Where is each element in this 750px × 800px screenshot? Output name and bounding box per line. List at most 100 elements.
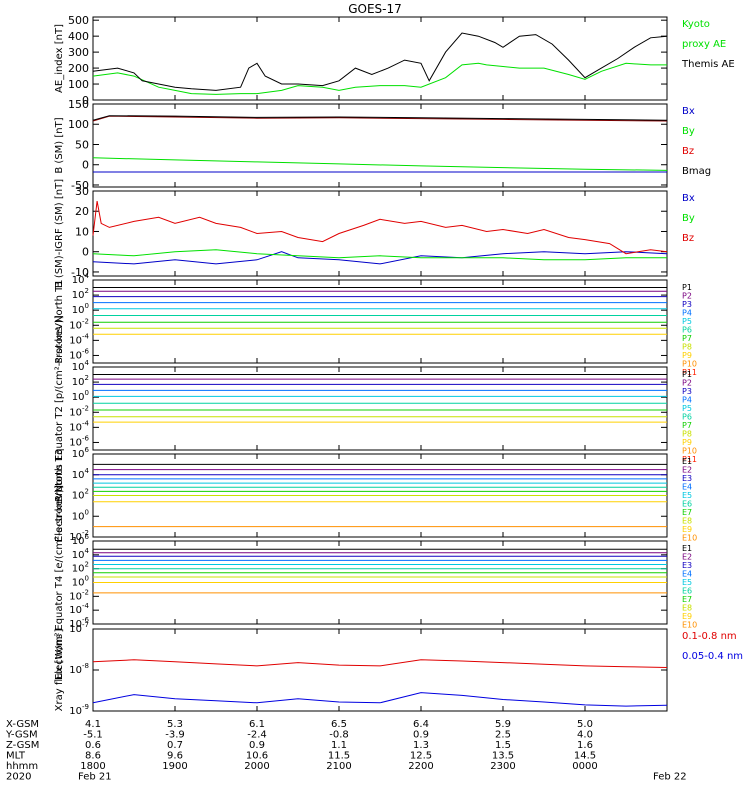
y-tick-label: 100 [72,575,89,589]
legend-item: E1 [682,457,692,466]
x-axis-value: 9.6 [167,751,183,762]
year-label: 2020 [6,772,31,783]
y-tick-label: 400 [68,30,89,43]
legend-item: P7 [682,334,692,343]
y-tick-label: 100 [72,508,89,522]
y-tick-label: 10-4 [69,332,89,346]
y-tick-label: 20 [75,205,89,218]
y-axis-label: Electrons North T3 [54,449,65,542]
panel-6: 106 104 102 100 10-2 Electrons North T3 E1E2E3… [54,446,697,543]
y-tick-label: 10-6 [69,434,89,448]
chart-title: GOES-17 [348,2,402,16]
series-0-1-0-8-nm [92,659,668,668]
legend-item: P4 [682,309,692,318]
legend-item: P2 [682,379,692,388]
series-bmag [92,115,668,121]
legend-item: Kyoto [682,19,710,30]
x-axis-value: 5.0 [577,719,593,730]
series-themis-ae [92,32,668,91]
legend-item: Bz [682,146,694,157]
x-axis-row-label: hhmm [6,761,38,772]
x-axis-value: 5.3 [167,719,183,730]
x-axis-value: 0.9 [249,740,265,751]
y-tick-label: 10-4 [69,419,89,433]
legend-item: Bz [682,233,694,244]
legend-item: P11 [682,455,697,464]
y-tick-label: 10-8 [69,662,89,676]
legend-item: P5 [682,317,692,326]
y-tick-label: 0 [82,159,89,172]
y-tick-label: 10-4 [69,602,89,616]
y-tick-label: 100 [68,118,89,131]
y-tick-label: 104 [72,272,90,286]
legend-item: E4 [682,570,692,579]
series-bx [92,251,668,265]
legend-item: P10 [682,447,697,456]
x-axis-value: 0.9 [413,730,429,741]
x-axis-value: 1.6 [577,740,593,751]
x-axis-value: 2300 [490,761,515,772]
legend-item: E8 [682,517,692,526]
y-tick-label: 10-2 [69,404,89,418]
legend-item: P1 [682,370,692,379]
y-axis-label: Protons North T1 [54,279,65,363]
legend-item: E4 [682,483,692,492]
y-tick-label: 10-2 [69,317,89,331]
y-axis-label: Electrons Equator T4 [e/(cm²-s-sr-keV)] [54,485,65,680]
legend-item: E8 [682,604,692,613]
y-tick-label: 0 [82,94,89,107]
y-tick-label: -10 [71,266,89,279]
y-tick-label: 500 [68,14,89,27]
legend-item: P6 [682,413,692,422]
legend-item: P11 [682,368,697,377]
legend-item: E7 [682,508,692,517]
legend-item: E5 [682,578,692,587]
y-axis-label: Xray flux [W/m²] [54,629,65,712]
x-axis-value: 12.5 [410,751,432,762]
legend-item: E9 [682,612,692,621]
y-tick-label: 10-2 [69,529,89,543]
y-tick-label: 10 [75,225,89,238]
y-tick-label: 106 [72,446,90,460]
y-tick-label: 100 [68,78,89,91]
y-tick-label: 10-7 [69,621,89,635]
y-tick-label: 100 [72,389,89,403]
series-by [92,249,667,261]
x-axis-value: 5.9 [495,719,511,730]
legend-item: P8 [682,430,692,439]
y-tick-label: 100 [72,302,89,316]
legend-item: P7 [682,421,692,430]
legend-item: E9 [682,525,692,534]
x-axis-value: 1.3 [413,740,429,751]
series-bz [92,115,668,122]
legend-item: Themis AE [681,59,735,70]
legend-item: By [682,126,695,137]
legend-item: E10 [682,534,697,543]
legend-item: E7 [682,595,692,604]
y-tick-label: 150 [68,98,89,111]
x-axis-value: 1.1 [331,740,347,751]
x-axis-value: 0.7 [167,740,183,751]
y-tick-label: 10-9 [69,703,89,717]
x-axis-value: 4.1 [85,719,101,730]
y-tick-label: 300 [68,46,89,59]
x-axis-row-label: MLT [6,751,26,762]
legend-item: P1 [682,283,692,292]
y-tick-label: -50 [71,179,89,192]
legend-item: P4 [682,396,692,405]
series-kyoto-proxy-ae [92,62,667,95]
x-axis-value: 6.4 [413,719,429,730]
legend-item: P9 [682,438,692,447]
x-axis-value: -5.1 [83,730,103,741]
x-axis-value: 11.5 [328,751,350,762]
legend-item: P9 [682,351,692,360]
x-axis-value: 6.1 [249,719,265,730]
legend-item: E3 [682,474,692,483]
x-axis-value: -3.9 [165,730,185,741]
y-axis-label: Protons Equator T2 [p/(cm²-s-sr-keV)] [54,315,65,502]
y-tick-label: 104 [72,467,90,481]
y-tick-label: 104 [72,547,90,561]
series-by [92,157,668,171]
